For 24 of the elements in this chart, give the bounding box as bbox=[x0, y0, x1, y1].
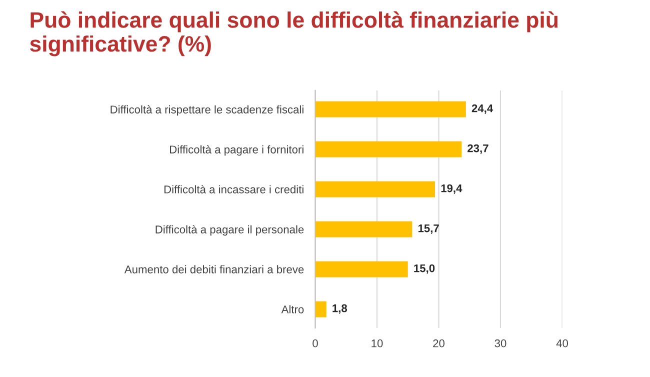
bar bbox=[315, 101, 466, 118]
data-label: 23,7 bbox=[468, 144, 488, 154]
chart-title: Può indicare quali sono le difficoltà finanziarie più significative? (%) bbox=[30, 11, 558, 56]
y-tick-label: Difficoltà a pagare il personale bbox=[156, 225, 304, 236]
x-tick-label: 30 bbox=[494, 339, 506, 348]
x-tick-label: 20 bbox=[433, 339, 444, 348]
y-tick-label: Altro bbox=[281, 305, 304, 314]
y-tick-label: Difficoltà a pagare i fornitori bbox=[170, 145, 304, 156]
x-tick-label: 10 bbox=[372, 339, 383, 348]
bar bbox=[315, 301, 326, 318]
x-tick-label: 40 bbox=[556, 339, 568, 348]
bar bbox=[315, 221, 412, 238]
data-label: 15,0 bbox=[414, 264, 435, 274]
data-label: 24,4 bbox=[472, 104, 494, 114]
bar bbox=[315, 141, 462, 158]
data-label: 1,8 bbox=[332, 304, 348, 314]
y-tick-label: Aumento dei debiti finanziari a breve bbox=[124, 265, 304, 274]
bar bbox=[315, 261, 408, 278]
y-tick-label: Difficoltà a incassare i crediti bbox=[164, 185, 304, 194]
data-label: 15,7 bbox=[418, 224, 439, 234]
x-tick-label: 0 bbox=[312, 339, 318, 348]
bar bbox=[315, 181, 436, 198]
y-tick-label: Difficoltà a rispettare le scadenze fiscali bbox=[110, 105, 304, 116]
data-label: 19,4 bbox=[441, 184, 462, 194]
